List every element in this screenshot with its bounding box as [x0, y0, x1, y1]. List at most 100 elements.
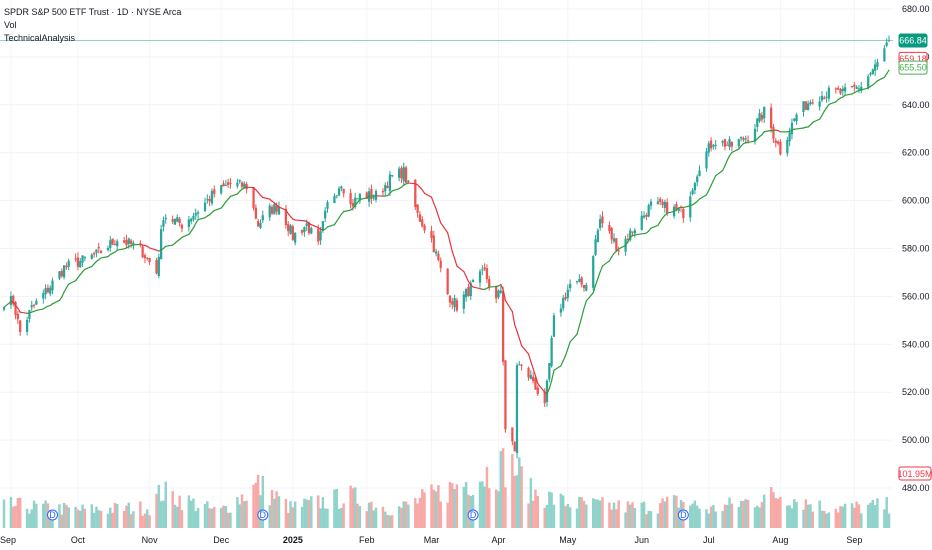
- candle-body: [739, 136, 743, 139]
- candle-body: [874, 64, 877, 71]
- ma-segment: [608, 256, 613, 262]
- candle-body: [675, 203, 678, 210]
- candle: [811, 98, 814, 105]
- candle-body: [582, 284, 586, 289]
- candle: [81, 255, 84, 267]
- volume-bar: [284, 498, 288, 528]
- volume-bar: [340, 508, 343, 528]
- candle: [534, 376, 537, 390]
- volume-bar: [310, 496, 313, 528]
- volume-bar: [293, 501, 297, 528]
- volume-label-text: 101.95M: [897, 469, 932, 479]
- candle: [818, 96, 821, 111]
- candle-body: [12, 295, 15, 304]
- candle-body: [737, 139, 740, 147]
- candle-body: [46, 287, 50, 293]
- volume-bar: [219, 507, 223, 528]
- candle-body: [132, 242, 135, 245]
- ma-segment: [213, 207, 222, 212]
- candle-body: [534, 378, 537, 390]
- ma-segment: [278, 206, 287, 211]
- volume-bar: [746, 499, 750, 528]
- ma-segment: [63, 287, 67, 293]
- candle: [418, 211, 422, 222]
- candle-body: [691, 190, 694, 195]
- ma-segment: [715, 169, 724, 177]
- candle: [342, 188, 345, 198]
- candle-body: [721, 141, 724, 143]
- ma-segment: [465, 275, 470, 283]
- volume-bar: [855, 501, 858, 528]
- volume-bar: [818, 500, 821, 528]
- candle-body: [707, 143, 710, 153]
- candle: [790, 118, 794, 140]
- volume-bar: [113, 502, 117, 528]
- volume-bar: [663, 501, 667, 528]
- ma-segment: [828, 101, 837, 106]
- volume-bar: [42, 503, 45, 528]
- candle: [869, 71, 872, 77]
- candle-body: [726, 144, 729, 146]
- volume-bar: [9, 496, 13, 528]
- candle: [518, 361, 521, 366]
- ma-segment: [650, 224, 659, 229]
- dividend-marker-label: D: [680, 510, 687, 520]
- candle-body: [786, 139, 789, 154]
- volume-bar: [187, 495, 191, 528]
- candle-body: [127, 238, 130, 244]
- ma-segment: [451, 250, 456, 260]
- candle: [400, 165, 403, 184]
- candle-body: [51, 280, 54, 291]
- ma-segment: [844, 93, 853, 96]
- volume-bar: [18, 497, 22, 528]
- ma-segment: [726, 155, 731, 161]
- candle-body: [689, 196, 692, 218]
- ma-segment: [731, 148, 740, 154]
- volume-bar: [615, 509, 618, 528]
- candle-body: [610, 228, 613, 240]
- volume-bar: [180, 510, 184, 528]
- ma-segment: [343, 209, 352, 213]
- candle-body: [261, 215, 264, 221]
- candle-body: [176, 217, 179, 222]
- dividend-marker: D: [677, 509, 689, 521]
- candle: [758, 108, 761, 123]
- ma-segment: [532, 368, 537, 377]
- indicator-vol-label[interactable]: Vol: [4, 20, 17, 30]
- volume-label-box: [898, 466, 932, 481]
- indicator-ta-label[interactable]: TechnicalAnalysis: [4, 33, 76, 43]
- candle-body: [106, 248, 110, 251]
- volume-label: 101.95M: [897, 466, 932, 481]
- candle: [721, 139, 724, 147]
- ma-segment: [611, 252, 615, 258]
- ma-segment: [257, 191, 262, 196]
- candle: [809, 99, 812, 106]
- candle-body: [157, 256, 160, 276]
- candle-body: [513, 442, 516, 452]
- dividend-icon: [47, 509, 59, 521]
- lower-band-label-box: [898, 60, 928, 75]
- candle: [116, 239, 119, 251]
- candle: [770, 103, 773, 133]
- candle: [213, 185, 216, 198]
- time-tick-label: May: [559, 535, 577, 545]
- volume-bar: [753, 507, 757, 528]
- last-price-label-box: [898, 33, 928, 48]
- candle-body: [696, 176, 699, 183]
- candle-body: [647, 205, 650, 217]
- candle: [49, 285, 52, 297]
- candle: [857, 85, 861, 93]
- volume-bar: [876, 498, 879, 528]
- candle: [883, 45, 886, 62]
- candle: [141, 245, 144, 259]
- ma-segment: [336, 217, 340, 222]
- price-axis: 680.00660.00640.00620.00600.00580.00560.…: [902, 4, 930, 493]
- candle-body: [303, 227, 306, 233]
- chart-title[interactable]: SPDR S&P 500 ETF Trust · 1D · NYSE Arca: [4, 7, 182, 17]
- candle-body: [300, 230, 304, 233]
- ma-segment: [17, 307, 21, 313]
- candle-body: [400, 168, 403, 179]
- volume-bar: [268, 505, 271, 528]
- candle-body: [407, 180, 410, 182]
